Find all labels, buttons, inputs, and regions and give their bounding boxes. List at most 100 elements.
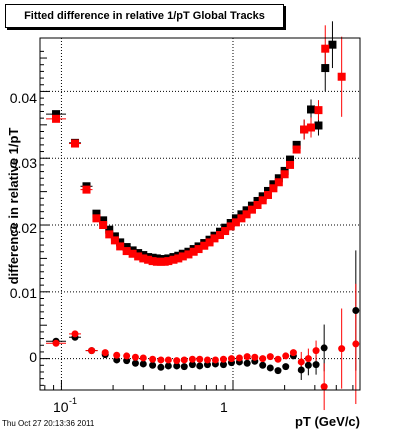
data-point-square [152,257,161,266]
data-point-circle [211,356,219,364]
data-point-square [314,121,323,130]
data-point-circle [304,355,312,363]
data-point-circle [196,362,204,370]
data-point-square [110,236,119,245]
data-point-circle [203,356,211,364]
data-point-circle [243,353,251,361]
data-point-square [134,252,143,261]
data-point-square [189,247,198,256]
data-point-circle [88,347,96,355]
data-point-circle [188,355,196,363]
data-point-square [307,123,316,132]
data-point-square [215,231,224,240]
data-point-square [258,192,267,201]
data-markers [52,40,360,391]
data-point-circle [123,352,131,360]
data-point-square [128,249,137,258]
data-point-circle [131,359,139,367]
data-point-circle [139,360,147,368]
data-point-circle [219,361,227,369]
data-point-square [194,245,203,254]
data-point-square [300,125,309,134]
data-point-circle [157,356,165,364]
data-point-circle [274,355,282,363]
data-point-circle [259,361,267,369]
data-point-circle [312,361,320,369]
data-point-square [148,257,157,266]
data-point-square [184,250,193,259]
data-point-square [237,210,246,219]
data-point-square [286,155,295,164]
data-point-circle [320,383,328,391]
data-point-square [247,205,256,214]
data-point-circle [289,349,297,357]
data-point-circle [297,366,305,374]
data-point-square [247,201,256,210]
data-point-square [164,257,173,266]
data-point-square [292,145,301,154]
data-point-square [174,254,183,263]
data-point-square [169,255,178,264]
data-point-square [71,139,80,148]
data-point-circle [243,359,251,367]
data-point-square [178,252,187,261]
data-point-square [144,255,153,264]
plot-frame [39,37,361,391]
data-point-square [237,214,246,223]
data-point-square [321,64,330,73]
data-point-square [264,186,273,195]
x-tick-label-ten: 10 [53,399,69,415]
data-point-square [200,241,209,250]
data-point-square [92,209,101,218]
data-point-square [110,232,119,241]
data-point-square [280,170,289,179]
data-point-circle [188,361,196,369]
data-point-circle [131,353,139,361]
data-point-circle [282,352,290,360]
chart-title-text: Fitted difference in relative 1/pT Globa… [24,10,265,22]
data-point-square [52,110,61,119]
data-point-circle [149,361,157,369]
data-point-circle [352,340,360,348]
data-point-circle [274,367,282,375]
data-point-circle [180,356,188,364]
data-point-circle [157,363,165,371]
data-point-square [105,230,114,239]
data-point-square [314,106,323,115]
data-point-square [231,214,240,223]
data-point-circle [235,354,243,362]
data-point-square [99,216,108,225]
data-point-square [286,160,295,169]
data-point-circle [297,358,305,366]
data-point-square [139,254,148,263]
data-point-square [292,140,301,149]
data-point-square [337,72,346,81]
data-point-square [274,178,283,187]
y-tick-label-0.04: 0.04 [10,90,37,106]
y-axis-label: difference in relative 1/pT [6,128,21,285]
data-point-circle [352,307,360,315]
chart-title: Fitted difference in relative 1/pT Globa… [5,4,284,28]
data-point-circle [113,351,121,359]
y-tick-label-0.02: 0.02 [10,220,37,236]
data-point-square [52,114,61,123]
data-point-circle [164,356,172,364]
data-point-circle [312,347,320,355]
data-point-circle [196,355,204,363]
data-point-square [221,227,230,236]
data-point-square [269,180,278,189]
data-point-square [258,196,267,205]
grid-lines [40,38,360,390]
data-point-square [242,210,251,219]
data-point-square [92,214,101,223]
data-point-circle [338,345,346,353]
data-point-square [307,105,316,114]
axis-ticks [40,50,354,390]
data-point-square [226,222,235,231]
data-point-circle [219,355,227,363]
data-point-square [253,196,262,205]
data-point-square [242,206,251,215]
data-point-circle [164,362,172,370]
data-point-circle [101,349,109,357]
